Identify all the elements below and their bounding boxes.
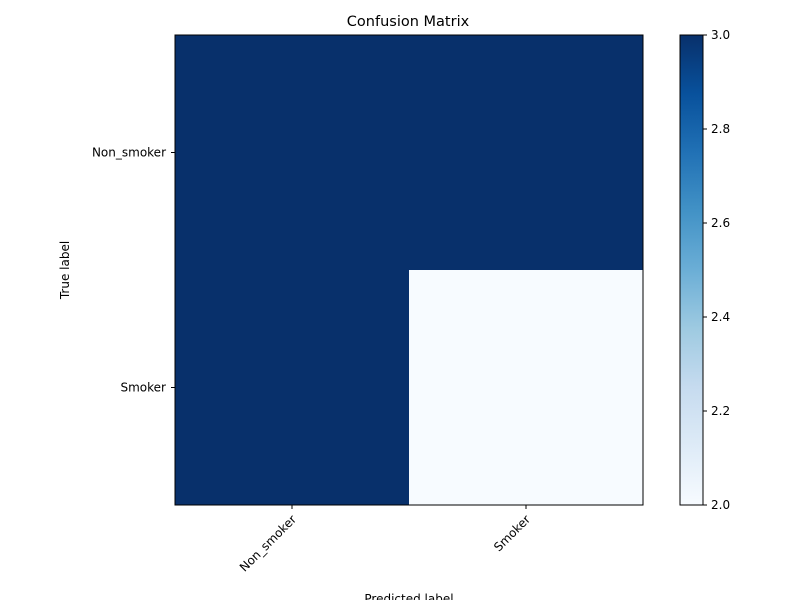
heatmap-cells <box>175 35 644 506</box>
colorbar-tick-label: 3.0 <box>711 28 730 42</box>
heatmap-cell-1-1 <box>409 270 644 506</box>
chart-title: Confusion Matrix <box>347 14 470 30</box>
plot-frame <box>174 34 644 506</box>
colorbar-gradient <box>679 34 704 506</box>
colorbar-tick-label: 2.2 <box>711 404 730 418</box>
colorbar: 2.0 2.2 2.4 2.6 2.8 3.0 <box>679 28 730 512</box>
y-axis-ticks: Non_smoker Smoker <box>92 146 175 395</box>
heatmap-cell-1-0 <box>175 270 410 506</box>
y-tick-label: Non_smoker <box>92 146 166 160</box>
x-axis-ticks: Non_smoker Smoker <box>237 505 533 574</box>
colorbar-tick-label: 2.4 <box>711 310 730 324</box>
colorbar-tick-label: 2.0 <box>711 498 730 512</box>
y-tick-label: Smoker <box>121 381 167 395</box>
y-axis-label: True label <box>58 241 72 300</box>
colorbar-tick-label: 2.8 <box>711 122 730 136</box>
heatmap-cell-0-1 <box>409 35 644 271</box>
x-axis-label: Predicted label <box>364 592 453 600</box>
x-tick-label: Smoker <box>491 512 533 554</box>
colorbar-tick-label: 2.6 <box>711 216 730 230</box>
heatmap-cell-0-0 <box>175 35 410 271</box>
x-tick-label: Non_smoker <box>237 512 299 574</box>
colorbar-ticks: 2.0 2.2 2.4 2.6 2.8 3.0 <box>703 28 730 512</box>
